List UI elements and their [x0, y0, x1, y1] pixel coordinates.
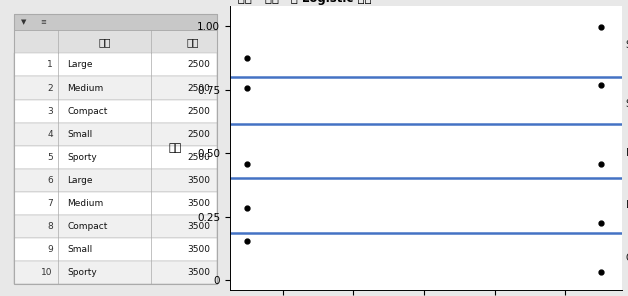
Text: 7: 7 — [47, 199, 53, 208]
Bar — [14, 215, 217, 238]
Text: Medium: Medium — [67, 83, 104, 93]
Text: 2500: 2500 — [188, 60, 210, 70]
Text: 2: 2 — [47, 83, 53, 93]
Text: Medium: Medium — [67, 199, 104, 208]
Text: Small: Small — [625, 99, 628, 109]
Text: 车型: 车型 — [99, 37, 111, 47]
Bar — [14, 123, 217, 146]
Text: 3500: 3500 — [187, 199, 210, 208]
Text: 3500: 3500 — [187, 268, 210, 277]
Bar — [14, 192, 217, 215]
Text: “车重 - 车型” 的 Logistic 拟合: “车重 - 车型” 的 Logistic 拟合 — [230, 0, 371, 5]
Text: Small: Small — [67, 130, 92, 139]
Text: Large: Large — [67, 60, 92, 70]
Text: 10: 10 — [41, 268, 53, 277]
Text: 1: 1 — [47, 60, 53, 70]
Text: 2500: 2500 — [188, 130, 210, 139]
Text: 8: 8 — [47, 222, 53, 231]
Bar — [14, 99, 217, 123]
Text: 2500: 2500 — [188, 107, 210, 116]
Text: Small: Small — [67, 245, 92, 254]
Text: 2500: 2500 — [188, 153, 210, 162]
Bar — [14, 15, 217, 30]
Text: Compact: Compact — [625, 253, 628, 263]
Text: 3500: 3500 — [187, 176, 210, 185]
Text: 6: 6 — [47, 176, 53, 185]
Bar — [14, 30, 217, 53]
Text: ≡: ≡ — [41, 19, 46, 25]
Text: Compact: Compact — [67, 222, 107, 231]
Text: Sporty: Sporty — [625, 40, 628, 50]
Bar — [14, 146, 217, 169]
Bar — [14, 238, 217, 261]
Y-axis label: 车型: 车型 — [168, 143, 181, 153]
Text: 3: 3 — [47, 107, 53, 116]
Text: 5: 5 — [47, 153, 53, 162]
Text: 2500: 2500 — [188, 83, 210, 93]
Text: ▼: ▼ — [21, 19, 26, 25]
Text: Medium: Medium — [625, 148, 628, 158]
Text: 车重: 车重 — [187, 37, 199, 47]
Text: Large: Large — [67, 176, 92, 185]
Text: Sporty: Sporty — [67, 153, 97, 162]
Bar — [14, 76, 217, 99]
Text: Sporty: Sporty — [67, 268, 97, 277]
Text: 3500: 3500 — [187, 245, 210, 254]
Text: Large: Large — [625, 200, 628, 210]
Text: Compact: Compact — [67, 107, 107, 116]
Bar — [14, 261, 217, 284]
Text: 9: 9 — [47, 245, 53, 254]
Text: 3500: 3500 — [187, 222, 210, 231]
Bar — [14, 53, 217, 76]
Text: 4: 4 — [47, 130, 53, 139]
Bar — [14, 169, 217, 192]
